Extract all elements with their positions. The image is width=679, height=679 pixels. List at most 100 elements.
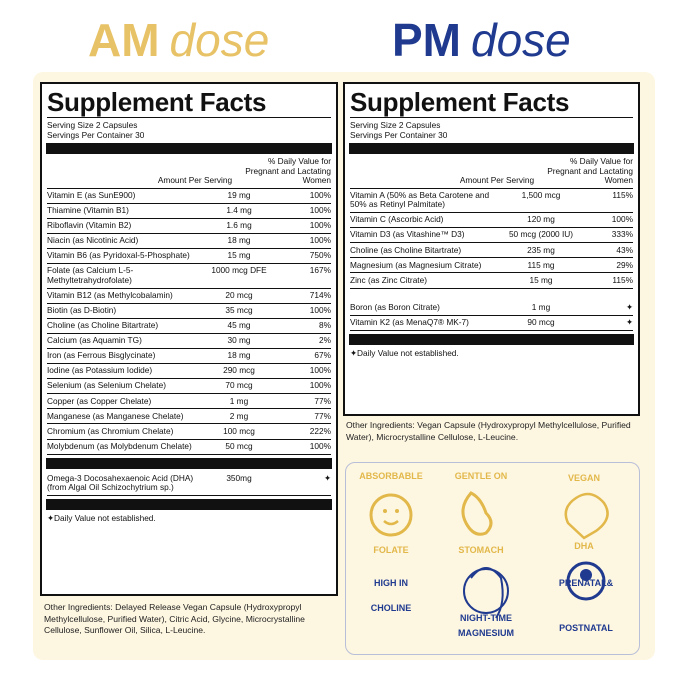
nutrient-row: Biotin (as D-Biotin) 35 mcg 100% bbox=[47, 304, 331, 319]
nutrient: Vitamin D3 (as Vitashine™ D3) bbox=[350, 229, 465, 240]
daily-value: 714% bbox=[309, 289, 331, 300]
nutrient: Chromium (as Chromium Chelate) bbox=[47, 425, 174, 436]
amount: 35 mcg bbox=[225, 304, 253, 315]
baby-smile bbox=[383, 520, 399, 526]
amount: 45 mg bbox=[227, 320, 251, 331]
amount: 1 mg bbox=[229, 395, 249, 406]
extra-row: Vitamin K2 (as MenaQ7® MK-7) 90 mcg ✦ bbox=[350, 316, 633, 331]
daily-value: 77% bbox=[314, 395, 331, 406]
pm-title: PM bbox=[392, 14, 461, 66]
daily-value: 100% bbox=[309, 189, 331, 200]
nutrient-row: Selenium (as Selenium Chelate) 70 mcg 100% bbox=[47, 379, 331, 395]
baby-eye bbox=[395, 509, 399, 513]
badge-bottom: DHA bbox=[574, 541, 594, 551]
daily-value: ✦ bbox=[626, 316, 633, 327]
badge-bottom: CHOLINE bbox=[370, 603, 412, 613]
header-row: Amount Per Serving % Daily Value for Preg… bbox=[47, 156, 331, 189]
amount: 120 mg bbox=[527, 214, 555, 225]
nutrient-row: Copper (as Copper Chelate) 1 mg 77% bbox=[47, 394, 331, 410]
badge-bottom: POSTNATAL bbox=[559, 623, 613, 633]
divider bbox=[349, 333, 634, 345]
nutrient: Selenium (as Selenium Chelate) bbox=[47, 380, 166, 391]
hair-icon bbox=[470, 567, 504, 619]
mother-head bbox=[580, 569, 592, 581]
amount: 15 mg bbox=[227, 250, 251, 261]
daily-value: 115% bbox=[612, 189, 633, 200]
daily-value: 8% bbox=[319, 320, 331, 331]
daily-value: 100% bbox=[309, 380, 331, 391]
amount: 115 mg bbox=[527, 259, 555, 270]
badge-top: ABSORBABLE bbox=[359, 471, 423, 481]
badges-box: ABSORBABLE FOLATE GENTLE ON STOMACH VEGAN DHA… bbox=[345, 462, 640, 655]
badge-bottom: MAGNESIUM bbox=[458, 628, 514, 638]
badge-top: NIGHT-TIME bbox=[460, 613, 512, 623]
header-dv: % Daily Value for Pregnant and Lactating… bbox=[547, 156, 633, 185]
nutrient: Iron (as Ferrous Bisglycinate) bbox=[47, 350, 156, 361]
nutrient-row: Magnesium (as Magnesium Citrate) 115 mg 29… bbox=[350, 258, 633, 274]
nutrient: Niacin (as Nicotinic Acid) bbox=[47, 235, 139, 246]
baby-eye bbox=[383, 509, 387, 513]
amount: 20 mcg bbox=[225, 289, 253, 300]
divider bbox=[349, 143, 634, 154]
am-other-ingredients: Other Ingredients: Delayed Release Vegan… bbox=[44, 602, 305, 635]
nutrient: Vitamin B6 (as Pyridoxal-5-Phosphate) bbox=[47, 250, 190, 261]
nutrient-row: Vitamin A (50% as Beta Carotene and 50% … bbox=[350, 189, 633, 214]
nutrient: Boron (as Boron Citrate) bbox=[350, 301, 440, 312]
pm-title-suffix: dose bbox=[471, 14, 571, 66]
nutrient-row: Choline (as Choline Bitartrate) 235 mg 43% bbox=[350, 243, 633, 259]
nutrient: Riboflavin (Vitamin B2) bbox=[47, 219, 132, 230]
am-facts-box: Supplement Facts Serving Size 2 Capsules S… bbox=[40, 82, 338, 596]
amount: 100 mcg bbox=[223, 425, 255, 436]
serving-size: Serving Size 2 Capsules bbox=[350, 120, 441, 130]
header-amount: Amount Per Serving bbox=[459, 175, 535, 185]
nutrient: Vitamin C (Ascorbic Acid) bbox=[350, 214, 444, 225]
nutrient: Vitamin A (50% as Beta Carotene and 50% … bbox=[350, 189, 490, 210]
nutrient-row: Vitamin E (as SunE900) 19 mg 100% bbox=[47, 189, 331, 204]
nutrient-row: Vitamin C (Ascorbic Acid) 120 mg 100% bbox=[350, 213, 633, 229]
nutrient-row: Choline (as Choline Bitartrate) 45 mg 8% bbox=[47, 319, 331, 334]
divider bbox=[46, 457, 332, 469]
amount: 1.6 mg bbox=[226, 219, 252, 230]
amount: 2 mg bbox=[229, 410, 249, 421]
amount: 70 mcg bbox=[225, 380, 253, 391]
nutrient: Vitamin K2 (as MenaQ7® MK-7) bbox=[350, 316, 469, 327]
header-amount: Amount Per Serving bbox=[157, 175, 233, 185]
daily-value: 29% bbox=[616, 259, 633, 270]
nutrient-row: Iron (as Ferrous Bisglycinate) 18 mg 67% bbox=[47, 349, 331, 365]
amount: 50 mcg bbox=[225, 440, 253, 451]
nutrient-row: Molybdenum (as Molybdenum Chelate) 50 mcg… bbox=[47, 440, 331, 455]
nutrient-row: Vitamin D3 (as Vitashine™ D3) 50 mcg (200… bbox=[350, 228, 633, 244]
nutrient: Zinc (as Zinc Citrate) bbox=[350, 274, 427, 285]
nutrient: Calcium (as Aquamin TG) bbox=[47, 335, 142, 346]
nutrient: Copper (as Copper Chelate) bbox=[47, 395, 152, 406]
amount: 30 mg bbox=[227, 335, 251, 346]
daily-value: 100% bbox=[309, 235, 331, 246]
amount: 235 mg bbox=[527, 244, 555, 255]
facts-title: Supplement Facts bbox=[47, 87, 331, 118]
amount: 50 mcg (2000 IU) bbox=[508, 229, 574, 240]
badge-bottom: STOMACH bbox=[458, 545, 504, 555]
nutrient: Choline (as Choline Bitartrate) bbox=[350, 244, 462, 255]
daily-value: 100% bbox=[309, 204, 331, 215]
nutrient-row: Chromium (as Chromium Chelate) 100 mcg 222… bbox=[47, 424, 331, 440]
facts-title: Supplement Facts bbox=[350, 87, 633, 118]
daily-value: 333% bbox=[611, 229, 633, 240]
amount: 18 mg bbox=[227, 350, 251, 361]
spacer bbox=[350, 289, 633, 301]
extra-row: Boron (as Boron Citrate) 1 mg ✦ bbox=[350, 301, 633, 316]
nutrient-row: Calcium (as Aquamin TG) 30 mg 2% bbox=[47, 334, 331, 349]
divider bbox=[46, 143, 332, 154]
am-title: AM bbox=[88, 14, 160, 66]
nutrient: Magnesium (as Magnesium Citrate) bbox=[350, 259, 482, 270]
daily-value: 100% bbox=[309, 219, 331, 230]
nutrient: Vitamin E (as SunE900) bbox=[47, 189, 136, 200]
nutrient: Folate (as Calcium L-5-Methyltetrahydrof… bbox=[47, 265, 134, 285]
amount: 18 mg bbox=[227, 235, 251, 246]
header-dv: % Daily Value for Pregnant and Lactating… bbox=[245, 156, 331, 185]
servings: Servings Per Container 30 bbox=[350, 130, 448, 140]
nutrient: Thiamine (Vitamin B1) bbox=[47, 204, 129, 215]
daily-value: 100% bbox=[611, 214, 633, 225]
nutrient: Molybdenum (as Molybdenum Chelate) bbox=[47, 440, 192, 451]
nutrient-row: Riboflavin (Vitamin B2) 1.6 mg 100% bbox=[47, 219, 331, 234]
